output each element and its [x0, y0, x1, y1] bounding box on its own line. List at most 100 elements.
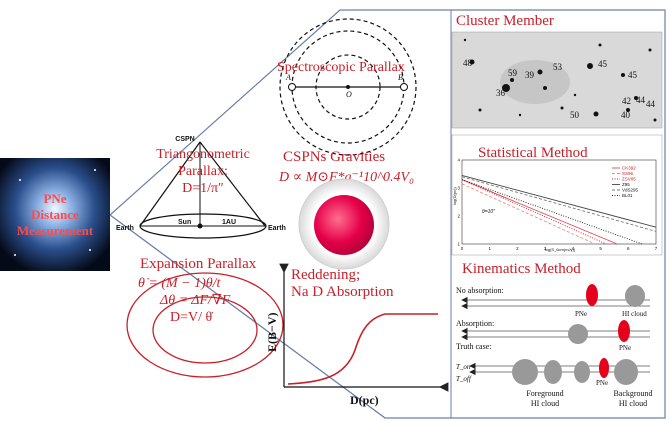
cluster-title: Cluster Member	[456, 13, 554, 29]
x-tick-label: 7	[655, 246, 658, 251]
y-tick-label: 1	[457, 242, 460, 247]
expansion-parallax: Expansion Parallax θ̇ = (M − 1)θ/t Δθ = …	[126, 256, 284, 378]
cluster-star-label: 44	[636, 95, 646, 105]
cluster-star-label: 36	[496, 88, 506, 98]
point-a-label: A	[285, 73, 291, 82]
y-tick-label: 4	[457, 158, 460, 163]
cluster-star-label: 53	[553, 62, 563, 72]
spectro-title: Spectroscopic Parallax	[277, 60, 405, 75]
gravities-title: CSPNs Gravities	[283, 149, 385, 165]
reddening-xlabel: D(pc)	[350, 393, 379, 407]
pne-label: PNe	[596, 379, 608, 387]
chart-frame	[461, 159, 657, 245]
cluster-star-label: 40	[621, 110, 631, 120]
expansion-formula-3: D=V/ θ̇	[170, 310, 213, 325]
series-line	[461, 183, 596, 245]
center-nebula-image: PNe Distance Measurement	[0, 158, 110, 271]
foreground-cloud-shape	[574, 361, 590, 383]
statistical-title: Statistical Method	[478, 145, 588, 161]
cluster-star-label: 50	[570, 110, 580, 120]
x-tick-label: 5	[599, 246, 602, 251]
background-cloud-shape	[614, 359, 638, 385]
kinematics-title: Kinematics Method	[462, 261, 581, 277]
center-line-1: PNe	[43, 191, 66, 206]
chart-xlabel: log(S_6cm(mJy))	[545, 247, 576, 252]
t-on-label: T_on	[456, 363, 471, 371]
cspn-label: CSPN	[175, 136, 194, 143]
point-b-label: B	[398, 73, 403, 82]
kin-row3-label: Truth case:	[456, 342, 491, 351]
legend-label: CK392	[622, 166, 636, 171]
legend-label: VdS295	[622, 188, 639, 193]
cluster-star-label: 59	[508, 68, 518, 78]
legend-label: SS96	[622, 171, 634, 176]
kin-row2-label: Absorption:	[456, 319, 494, 328]
statistical-method-panel: Statistical Method 0 1 2 3 4 5 6 71234CK392SS96…	[451, 134, 663, 256]
series-line	[461, 174, 657, 228]
hi-cloud-label: HI cloud	[622, 310, 647, 318]
center-line-3: Measurement	[17, 223, 94, 238]
hi-cloud-shape	[625, 285, 645, 307]
background-label-1: Background	[613, 389, 652, 398]
cluster-star-label: 45	[628, 70, 638, 80]
center-line-2: Distance	[31, 207, 79, 222]
trig-title-2: Parallax:	[178, 164, 228, 179]
sun-label: Sun	[178, 219, 191, 226]
chart-annotation: θ=10″	[482, 209, 495, 215]
pne-marker	[618, 320, 630, 342]
background-label-2: HI cloud	[619, 399, 647, 408]
cluster-star-label: 44	[646, 99, 656, 109]
expansion-title: Expansion Parallax	[140, 256, 257, 272]
pne-marker	[599, 358, 609, 378]
x-tick-label: 3	[544, 246, 547, 251]
funnel-edge	[109, 214, 386, 419]
series-line	[461, 176, 657, 232]
cluster-star-label: 39	[525, 70, 535, 80]
y-tick-label: 2	[457, 214, 460, 219]
earth-left-label: Earth	[116, 225, 134, 232]
expansion-formula-1: θ̇ = (M − 1)θ/t	[138, 276, 222, 291]
pne-label: PNe	[619, 344, 631, 352]
expansion-formula-2: Δθ = ΔF/∇F	[159, 293, 231, 308]
cspn-gravities: CSPNs Gravities D ∝ M⊙F*g⁻¹10^0.4V₀	[278, 149, 414, 270]
cluster-star-label: 42	[622, 96, 631, 106]
spectroscopic-parallax: A O B Spectroscopic Parallax	[277, 18, 417, 156]
cluster-star-label: 45	[598, 59, 608, 69]
pne-marker	[586, 284, 598, 306]
x-tick-label: 1	[488, 246, 491, 251]
trig-formula: D=1/π″	[182, 181, 224, 196]
kinematics-panel: Kinematics Method No absorption: PNe HI …	[456, 261, 653, 408]
point-o-label: O	[346, 90, 352, 99]
series-line	[461, 179, 643, 245]
series-line	[461, 179, 618, 245]
star-ball	[314, 195, 374, 255]
foreground-label-2: HI cloud	[531, 399, 559, 408]
foreground-cloud-shape	[512, 359, 538, 385]
x-tick-label: 2	[516, 246, 519, 251]
kin-row1-label: No absorption:	[456, 286, 504, 295]
chart-ylabel: log(D(pc))	[452, 187, 457, 205]
gravities-formula: D ∝ M⊙F*g⁻¹10^0.4V₀	[278, 170, 414, 185]
hi-cloud-shape	[568, 324, 588, 344]
au-label: 1AU	[222, 219, 236, 226]
pne-label: PNe	[575, 310, 587, 318]
x-tick-label: 0	[461, 246, 464, 251]
cluster-star-label: 48	[463, 58, 473, 68]
reddening-curve	[287, 313, 438, 385]
reddening-title-2: Na D Absorption	[291, 284, 394, 300]
trigonometric-parallax: CSPN Earth Earth Sun 1AU Triangonometric…	[116, 136, 286, 239]
trig-title-1: Triangonometric	[156, 147, 250, 162]
reddening-panel: Reddening; Na D Absorption E(B−V) D(pc)	[265, 263, 449, 407]
legend-label: Z95	[622, 182, 630, 187]
x-tick-label: 4	[572, 246, 575, 251]
foreground-label-1: Foreground	[526, 389, 563, 398]
x-tick-label: 6	[627, 246, 630, 251]
legend-label: BL01	[622, 193, 633, 198]
foreground-cloud-shape	[544, 360, 562, 384]
earth-right-label: Earth	[268, 225, 286, 232]
t-off-label: T_off	[456, 375, 472, 383]
legend-label: ZSV05	[622, 177, 636, 182]
reddening-ylabel: E(B−V)	[265, 312, 279, 352]
